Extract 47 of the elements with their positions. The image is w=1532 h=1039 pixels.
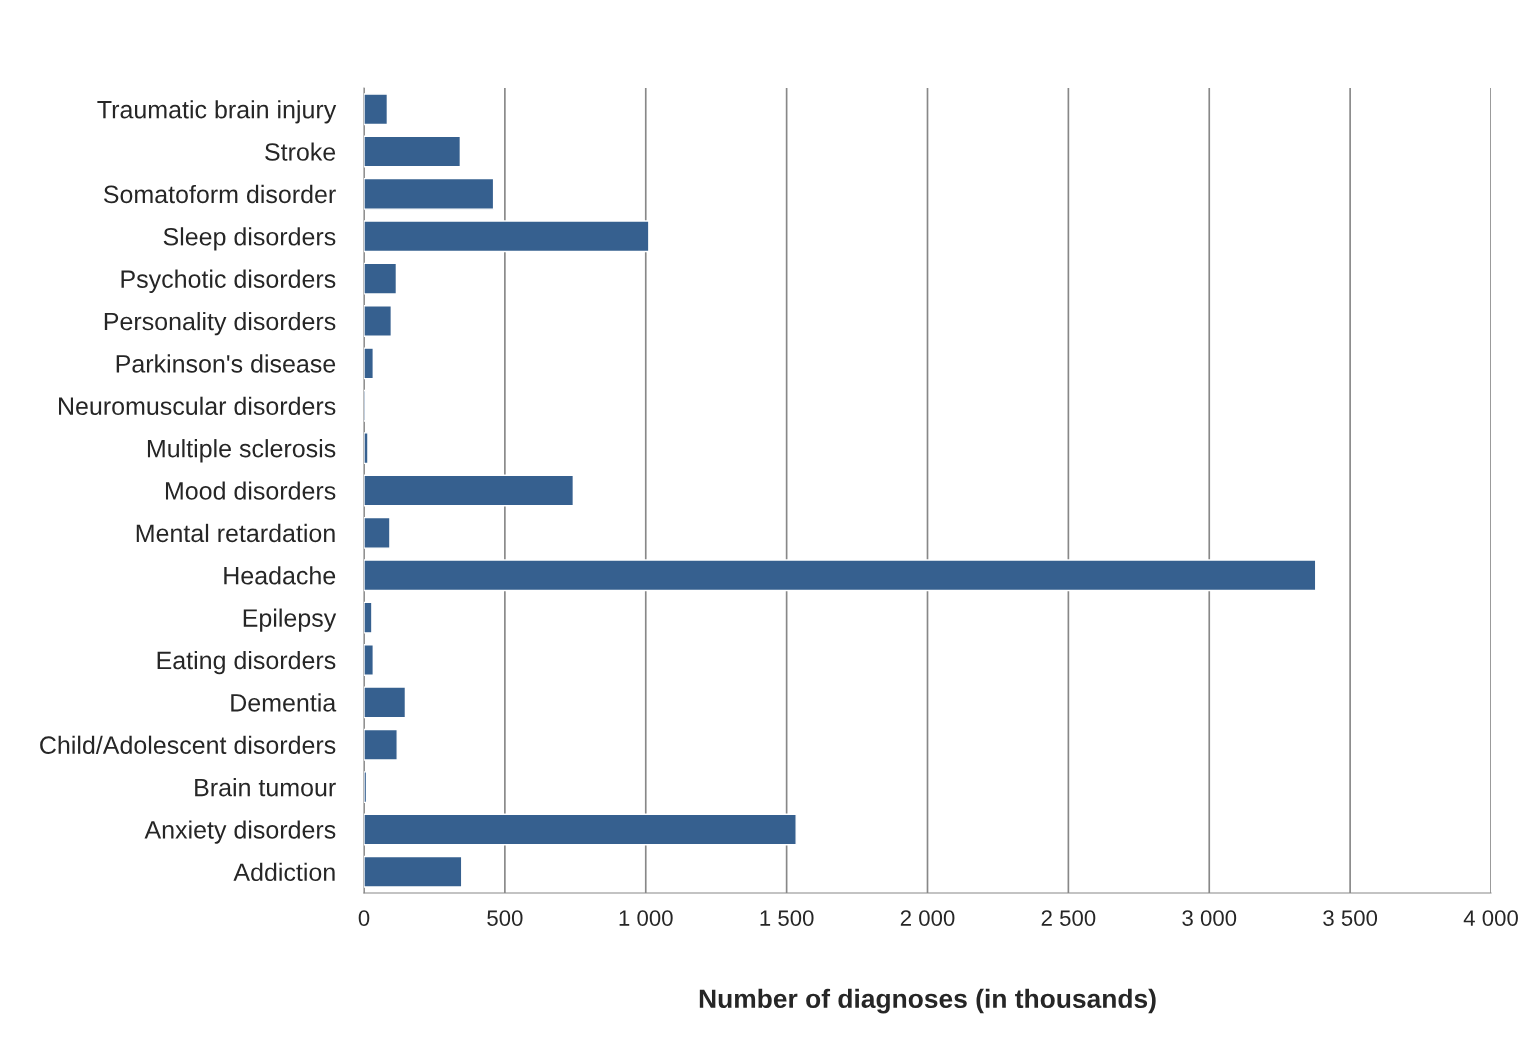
y-tick-label: Somatoform disorder xyxy=(103,184,336,204)
x-tick-label: 3 000 xyxy=(1182,910,1237,926)
x-tick-label: 4 000 xyxy=(1463,910,1518,926)
y-tick-label: Personality disorders xyxy=(104,311,336,336)
y-tick-label: Sleep disorders xyxy=(163,227,336,251)
x-tick-label: 0 xyxy=(358,910,370,926)
bar xyxy=(364,686,407,719)
y-tick-label: Parkinson's disease xyxy=(116,354,336,373)
y-tick-label: Neuromuscular disorders xyxy=(59,396,336,416)
y-tick-label: Traumatic brain injury xyxy=(97,100,337,124)
bar xyxy=(364,771,368,804)
y-tick-label: Stroke xyxy=(265,142,336,161)
y-tick-label: Anxiety disorders xyxy=(144,820,336,844)
x-tick-label: 1 000 xyxy=(619,910,673,926)
bar xyxy=(364,177,495,210)
bar xyxy=(364,93,389,126)
y-tick-label: Multiple sclerosis xyxy=(147,439,336,463)
bar xyxy=(364,135,462,168)
bar xyxy=(364,474,575,507)
x-tick-label: 500 xyxy=(487,910,523,926)
y-tick-label: Headache xyxy=(224,566,336,585)
x-tick-label: 2 000 xyxy=(900,910,955,926)
y-tick-label: Child/Adolescent disorders xyxy=(40,735,336,755)
y-tick-label: Addiction xyxy=(233,862,335,882)
bar xyxy=(364,262,398,295)
bar xyxy=(364,601,373,634)
bar xyxy=(364,813,797,846)
y-tick-label: Brain tumour xyxy=(195,778,336,797)
x-axis-title: Number of diagnoses (in thousands) xyxy=(699,988,1156,1014)
y-tick-label: Mental retardation xyxy=(136,523,335,543)
y-tick-label: Dementia xyxy=(231,693,337,712)
bar xyxy=(364,728,398,761)
bar xyxy=(364,855,463,888)
bar xyxy=(364,644,374,676)
x-tick-label: 1 500 xyxy=(760,910,814,926)
bar xyxy=(364,559,1317,592)
bar xyxy=(364,347,374,380)
bar xyxy=(364,516,391,549)
bar xyxy=(364,220,650,253)
bar xyxy=(364,432,369,465)
y-tick-label: Eating disorders xyxy=(157,650,336,675)
bar xyxy=(364,305,393,337)
y-tick-label: Psychotic disorders xyxy=(121,269,336,293)
y-tick-label: Epilepsy xyxy=(243,608,337,632)
y-tick-label: Mood disorders xyxy=(165,481,336,500)
x-tick-label: 2 500 xyxy=(1041,910,1096,926)
x-tick-label: 3 500 xyxy=(1323,910,1378,926)
